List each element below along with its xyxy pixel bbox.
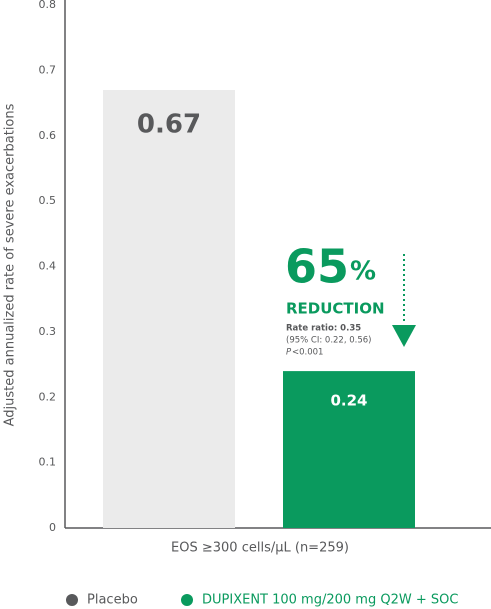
rate-ratio: Rate ratio: 0.35 [286, 324, 361, 334]
y-tick-label: 0.6 [39, 129, 57, 142]
p-symbol: P [286, 348, 292, 358]
y-axis-label: Adjusted annualized rate of severe exace… [3, 103, 18, 426]
y-tick-label: 0.7 [39, 63, 57, 76]
legend-label: DUPIXENT 100 mg/200 mg Q2W + SOC [202, 593, 458, 608]
confidence-interval: (95% CI: 0.22, 0.56) [286, 336, 372, 346]
legend-label: Placebo [87, 593, 138, 608]
p-value: <0.001 [292, 348, 323, 358]
legend-marker [66, 594, 78, 606]
reduction-unit: % [350, 257, 376, 287]
bar [103, 89, 235, 529]
y-tick-label: 0 [49, 521, 56, 534]
y-tick-label: 0.1 [39, 456, 57, 469]
arrow-head [392, 325, 416, 347]
y-tick-label: 0.3 [39, 325, 57, 338]
y-tick-label: 0.2 [39, 390, 57, 403]
y-tick-label: 0.5 [39, 194, 57, 207]
reduction-headline: REDUCTION [286, 300, 385, 318]
x-tick-label: EOS ≥300 cells/μL (n=259) [171, 541, 349, 556]
value-label: 0.67 [137, 109, 201, 139]
bar [283, 371, 415, 528]
y-tick-label: 0.4 [39, 260, 57, 273]
reduction-number: 65 [285, 240, 349, 294]
value-label: 0.24 [330, 392, 367, 410]
annotation: 65 % REDUCTION Rate ratio: 0.35 (95% CI:… [285, 240, 416, 358]
y-tick-label: 0.8 [39, 0, 57, 11]
legend-marker [181, 594, 193, 606]
